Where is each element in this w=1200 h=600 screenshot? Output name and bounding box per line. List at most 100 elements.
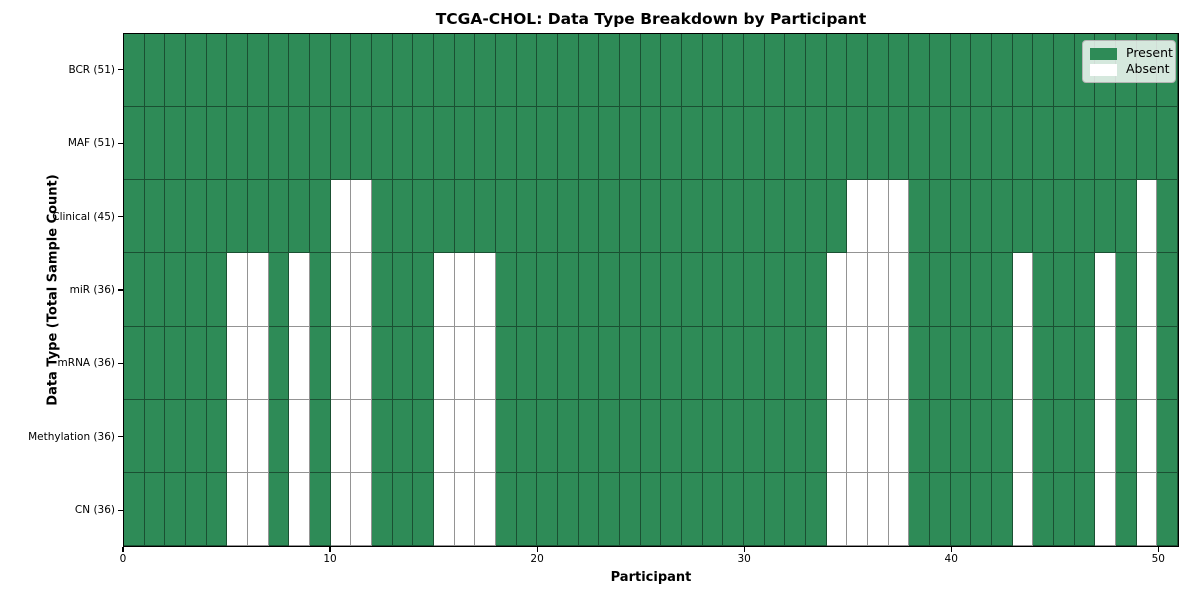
cell-MAF-participant-24 [619, 107, 641, 181]
cell-CN-participant-21 [557, 472, 579, 546]
cell-mRNA-participant-11 [351, 326, 372, 400]
cell-mRNA-participant-32 [785, 326, 806, 400]
cell-miR-participant-15 [433, 253, 455, 327]
cell-CN-participant-32 [785, 472, 806, 546]
cell-Methylation-participant-44 [1033, 399, 1054, 473]
cell-Methylation-participant-42 [991, 399, 1013, 473]
cell-BCR-participant-0 [124, 34, 145, 108]
cell-BCR-participant-39 [929, 34, 951, 108]
cell-MAF-participant-29 [723, 107, 744, 181]
cell-Methylation-participant-39 [929, 399, 951, 473]
cell-CN-participant-38 [909, 472, 930, 546]
cell-miR-participant-5 [227, 253, 248, 327]
cell-mRNA-participant-7 [268, 326, 290, 400]
cell-Clinical-participant-40 [950, 180, 972, 254]
cell-MAF-participant-2 [165, 107, 186, 181]
cell-miR-participant-42 [991, 253, 1013, 327]
cell-MAF-participant-4 [206, 107, 228, 181]
cell-mRNA-participant-4 [206, 326, 228, 400]
cell-miR-participant-27 [681, 253, 703, 327]
y-tick-label-miR: miR (36) [69, 284, 115, 296]
cell-BCR-participant-5 [227, 34, 248, 108]
cell-BCR-participant-4 [206, 34, 228, 108]
cell-CN-participant-43 [1012, 472, 1034, 546]
cell-CN-participant-15 [433, 472, 455, 546]
cell-CN-participant-39 [929, 472, 951, 546]
cell-Clinical-participant-34 [826, 180, 848, 254]
cell-BCR-participant-18 [495, 34, 517, 108]
x-tick-label-40: 40 [944, 553, 958, 565]
cell-CN-participant-31 [764, 472, 786, 546]
cell-Methylation-participant-11 [351, 399, 372, 473]
x-axis-label: Participant [610, 570, 692, 585]
cell-Clinical-participant-24 [619, 180, 641, 254]
cell-mRNA-participant-21 [557, 326, 579, 400]
cell-MAF-participant-14 [413, 107, 434, 181]
cell-Clinical-participant-14 [413, 180, 434, 254]
cell-CN-participant-13 [392, 472, 414, 546]
cell-Methylation-participant-18 [495, 399, 517, 473]
cell-CN-participant-23 [599, 472, 620, 546]
cell-CN-participant-6 [247, 472, 269, 546]
cell-Clinical-participant-39 [929, 180, 951, 254]
cell-mRNA-participant-28 [702, 326, 724, 400]
cell-BCR-participant-32 [785, 34, 806, 108]
cell-MAF-participant-36 [867, 107, 889, 181]
cell-mRNA-participant-37 [888, 326, 910, 400]
cell-MAF-participant-26 [661, 107, 682, 181]
cell-Clinical-participant-35 [847, 180, 868, 254]
cell-Methylation-participant-40 [950, 399, 972, 473]
cell-MAF-participant-25 [640, 107, 662, 181]
cell-mRNA-participant-19 [516, 326, 538, 400]
cell-miR-participant-32 [785, 253, 806, 327]
cell-Methylation-participant-33 [805, 399, 827, 473]
legend-entry-absent: Absent [1090, 62, 1170, 77]
cell-Clinical-participant-18 [495, 180, 517, 254]
cell-Clinical-participant-21 [557, 180, 579, 254]
cell-MAF-participant-40 [950, 107, 972, 181]
cell-miR-participant-13 [392, 253, 414, 327]
cell-MAF-participant-16 [454, 107, 476, 181]
cell-miR-participant-1 [144, 253, 166, 327]
cell-Clinical-participant-37 [888, 180, 910, 254]
cell-miR-participant-35 [847, 253, 868, 327]
cell-CN-participant-47 [1095, 472, 1116, 546]
cell-BCR-participant-1 [144, 34, 166, 108]
cell-Methylation-participant-30 [743, 399, 765, 473]
cell-Methylation-participant-17 [475, 399, 496, 473]
cell-BCR-participant-36 [867, 34, 889, 108]
cell-CN-participant-36 [867, 472, 889, 546]
cell-Clinical-participant-19 [516, 180, 538, 254]
cell-Clinical-participant-11 [351, 180, 372, 254]
cell-miR-participant-24 [619, 253, 641, 327]
cell-miR-participant-28 [702, 253, 724, 327]
cell-MAF-participant-21 [557, 107, 579, 181]
cell-MAF-participant-42 [991, 107, 1013, 181]
legend-swatch-present [1090, 47, 1117, 60]
cell-CN-participant-46 [1074, 472, 1096, 546]
cell-MAF-participant-44 [1033, 107, 1054, 181]
legend-entry-present: Present [1090, 46, 1173, 61]
cell-CN-participant-42 [991, 472, 1013, 546]
cell-miR-participant-6 [247, 253, 269, 327]
cell-MAF-participant-23 [599, 107, 620, 181]
cell-Methylation-participant-19 [516, 399, 538, 473]
x-tick-label-50: 50 [1151, 553, 1165, 565]
cell-miR-participant-4 [206, 253, 228, 327]
cell-MAF-participant-32 [785, 107, 806, 181]
cell-Methylation-participant-38 [909, 399, 930, 473]
cell-mRNA-participant-38 [909, 326, 930, 400]
cell-BCR-participant-34 [826, 34, 848, 108]
cell-MAF-participant-12 [371, 107, 393, 181]
x-tick-label-30: 30 [737, 553, 751, 565]
cell-CN-participant-26 [661, 472, 682, 546]
cell-mRNA-participant-20 [537, 326, 558, 400]
cell-MAF-participant-19 [516, 107, 538, 181]
cell-BCR-participant-9 [309, 34, 331, 108]
cell-Clinical-participant-26 [661, 180, 682, 254]
cell-miR-participant-44 [1033, 253, 1054, 327]
cell-MAF-participant-5 [227, 107, 248, 181]
cell-mRNA-participant-9 [309, 326, 331, 400]
cell-BCR-participant-45 [1053, 34, 1075, 108]
cell-MAF-participant-20 [537, 107, 558, 181]
